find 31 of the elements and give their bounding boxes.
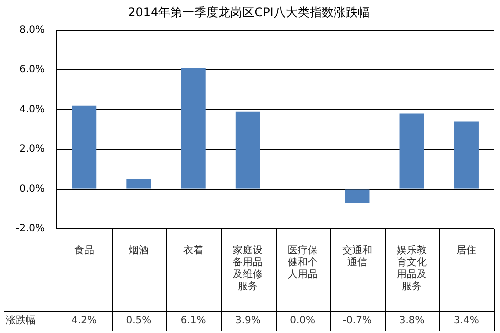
bar xyxy=(454,122,479,189)
data-label: 4.2% xyxy=(72,316,98,327)
data-label: 0.5% xyxy=(126,316,152,327)
bar xyxy=(72,106,97,189)
data-label: 6.1% xyxy=(180,316,206,327)
bar xyxy=(400,114,424,189)
text: 涨跌幅 xyxy=(6,314,36,327)
y-tick-label: 4.0% xyxy=(20,104,46,116)
x-tick-label: 衣着 xyxy=(184,244,204,257)
bar xyxy=(181,68,206,189)
x-tick-label: 娱乐教育文化用品及服务 xyxy=(397,244,428,293)
x-tick-label: 交通和通信 xyxy=(342,244,372,269)
data-label: 3.8% xyxy=(399,316,425,327)
x-tick-label: 家庭设备用品及维修服务 xyxy=(233,244,264,293)
x-tick-label: 烟酒 xyxy=(128,244,149,257)
y-tick-label: 2.0% xyxy=(20,144,46,156)
y-tick-label: 8.0% xyxy=(20,24,46,36)
bar xyxy=(236,112,260,189)
y-tick-label: -2.0% xyxy=(16,224,46,235)
x-tick-label: 医疗保健和个人用品 xyxy=(288,244,318,281)
y-tick-label: 6.0% xyxy=(20,64,46,76)
y-tick-label: 0.0% xyxy=(20,184,46,195)
bar xyxy=(345,190,370,204)
data-label: 3.4% xyxy=(454,316,480,327)
data-label: 0.0% xyxy=(290,316,316,327)
data-label: -0.7% xyxy=(342,316,372,327)
x-tick-label: 食品 xyxy=(74,244,94,257)
x-tick-label: 居住 xyxy=(456,246,477,257)
bar xyxy=(126,179,152,189)
chart-title: 2014年第一季度龙岗区CPI八大类指数涨跌幅 xyxy=(128,5,370,20)
data-label: 3.9% xyxy=(235,316,261,327)
